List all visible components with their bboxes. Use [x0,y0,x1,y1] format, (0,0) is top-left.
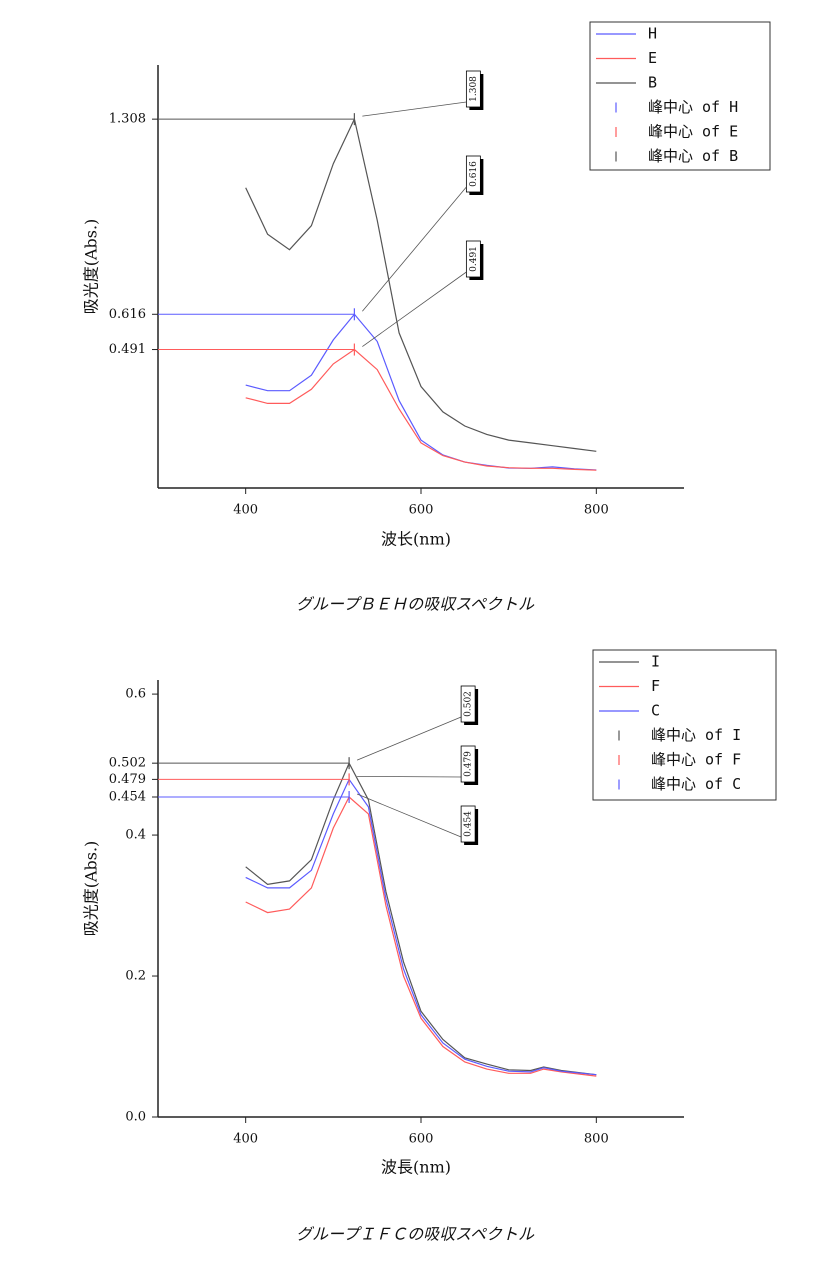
y-tick-label: 0.454 [109,790,146,805]
legend-label: C [651,702,660,720]
series-line [245,778,597,1076]
series-line [245,117,597,452]
y-tick-label: 0.4 [125,828,146,843]
legend-box [589,21,771,171]
y-tick-label: 0.502 [109,756,146,771]
peak-label: 0.502 [464,691,474,717]
legend-label: 峰中心 of I [651,726,741,744]
x-axis-label: 波长(nm) [381,530,451,549]
legend-label: E [648,49,657,67]
legend-label: B [648,74,657,92]
legend-label: 峰中心 of F [651,751,741,769]
x-tick-label: 600 [409,1132,434,1147]
peak-label-box [460,805,476,843]
peak-leader [356,793,462,838]
peak-label-box [460,745,476,783]
series-line [245,313,597,471]
legend-label: 峰中心 of C [651,775,741,793]
x-tick-label: 800 [584,1132,609,1147]
legend-label: 峰中心 of B [648,147,738,165]
peak-label: 0.479 [464,751,474,777]
y-tick-label: 0.616 [109,307,146,322]
legend-label: H [648,25,657,43]
y-axis-label: 吸光度(Abs.) [82,841,101,937]
legend-box [592,649,777,801]
peak-leader [362,271,467,347]
series-line [245,796,597,1077]
caption: グループＢＥＨの吸収スペクトル [296,595,535,614]
legend-label: 峰中心 of E [648,123,738,141]
y-axis-label: 吸光度(Abs.) [82,219,101,315]
peak-label-box [465,240,481,278]
peak-label-box [465,70,481,108]
x-tick-label: 600 [409,503,434,518]
peak-leader [362,101,467,117]
y-tick-label: 0.6 [125,687,146,702]
y-tick-label: 0.2 [125,969,146,984]
peak-leader [357,775,462,778]
peak-label: 0.454 [464,811,474,837]
y-tick-label: 0.479 [109,772,146,787]
x-tick-label: 800 [584,503,609,518]
y-tick-label: 1.308 [109,112,146,127]
series-line [245,348,597,471]
legend-label: I [651,653,660,671]
y-tick-label: 0.491 [109,342,146,357]
peak-label-box [465,155,481,193]
x-tick-label: 400 [233,1132,258,1147]
x-tick-label: 400 [233,503,258,518]
peak-leader [362,186,467,312]
peak-leader [356,716,462,761]
peak-label: 0.491 [469,246,479,272]
peak-label: 0.616 [469,161,479,187]
legend-label: F [651,677,660,695]
peak-label: 1.308 [469,76,479,102]
caption: グループＩＦＣの吸収スペクトル [296,1225,535,1244]
legend-label: 峰中心 of H [648,98,738,116]
peak-label-box [460,685,476,723]
x-axis-label: 波長(nm) [381,1158,451,1177]
series-line [245,761,597,1076]
y-tick-label: 0.0 [125,1110,146,1125]
